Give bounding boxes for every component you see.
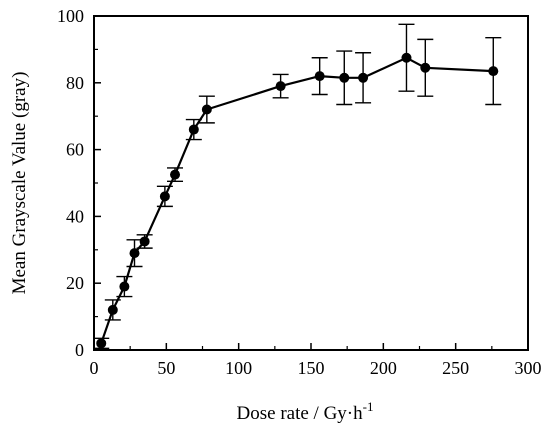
data-point: [358, 72, 369, 83]
data-point: [275, 81, 286, 92]
data-point: [107, 304, 118, 315]
data-point: [314, 71, 325, 82]
data-point: [139, 236, 150, 247]
data-point: [339, 72, 350, 83]
plot-frame: [93, 15, 529, 351]
y-tick-label: 60: [66, 140, 84, 160]
y-axis-label: Mean Grayscale Value (gray): [9, 72, 30, 295]
data-point: [201, 104, 212, 115]
x-tick-label: 0: [90, 358, 99, 378]
y-tick-label: 40: [66, 206, 84, 226]
axis-ticks: 0 50 100 150 200 250 300 0 20 40 60 80 100: [57, 6, 542, 378]
series-line: [100, 56, 494, 344]
data-point: [159, 191, 170, 202]
data-point: [488, 66, 499, 77]
x-axis-label-main: Dose rate / Gy·h: [237, 403, 364, 424]
y-tick-label: 0: [75, 340, 84, 360]
x-tick-label: 200: [370, 358, 397, 378]
data-point: [129, 248, 140, 259]
y-tick-label: 80: [66, 73, 84, 93]
data-point: [188, 124, 199, 135]
x-tick-label: 250: [442, 358, 469, 378]
x-tick-label: 100: [225, 358, 252, 378]
x-axis-label: Dose rate / Gy·h-1: [237, 399, 374, 424]
y-tick-label: 100: [57, 6, 84, 26]
data-point: [119, 281, 130, 292]
data-point: [420, 62, 431, 73]
x-axis-label-superscript: -1: [363, 399, 374, 414]
data-point: [96, 338, 107, 349]
x-tick-label: 300: [515, 358, 542, 378]
data-point: [170, 169, 181, 180]
x-tick-label: 150: [298, 358, 325, 378]
plot-marks: [93, 23, 502, 350]
x-tick-label: 50: [157, 358, 175, 378]
data-point: [401, 52, 412, 63]
y-tick-label: 20: [66, 273, 84, 293]
